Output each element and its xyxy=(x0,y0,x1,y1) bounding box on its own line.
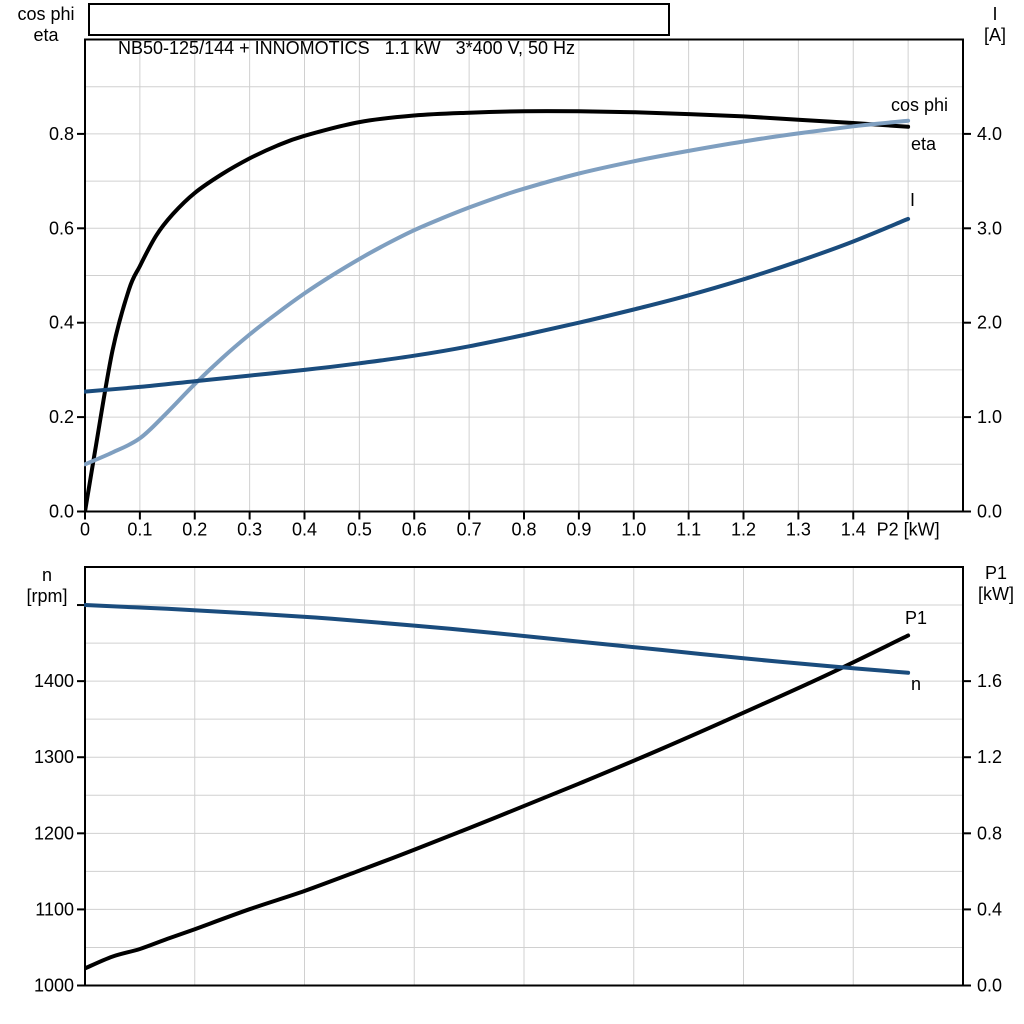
y-left-tick-label: 1100 xyxy=(35,899,74,919)
series-P1 xyxy=(84,633,911,971)
series-label-I: I xyxy=(910,190,915,210)
series-label-eta: eta xyxy=(911,134,937,154)
axis-title-line: P1 xyxy=(984,563,1008,583)
y-left-tick-label: 0.2 xyxy=(49,407,74,427)
x-tick-label: 0.8 xyxy=(511,520,536,540)
y-left-tick-label: 0.0 xyxy=(49,502,74,522)
axis-title-line: eta xyxy=(33,25,59,45)
axis-title-line: [rpm] xyxy=(26,586,68,606)
y-right-tick-label: 0.4 xyxy=(977,899,1002,919)
x-tick-label: 1.4 xyxy=(841,520,866,540)
y-right-tick-label: 0.0 xyxy=(977,976,1002,996)
y-left-tick-label: 1200 xyxy=(34,823,74,843)
series-cos-phi xyxy=(84,118,911,467)
series-label-n: n xyxy=(911,674,921,694)
x-tick-label: 0.3 xyxy=(237,520,262,540)
bottom-left-axis-title: n [rpm] xyxy=(9,565,85,607)
series-curves xyxy=(84,603,911,971)
x-tick-label: 0.4 xyxy=(292,520,317,540)
y-right-tick-label: 1.2 xyxy=(977,747,1002,767)
tick-labels: 1000 1100 1200 1300 1400 0.0 0.4 0.8 1.2 1.6 xyxy=(34,671,1002,995)
axis-title-line: n xyxy=(41,565,52,585)
x-tick-label: 0.7 xyxy=(457,520,482,540)
electrical-chart: 0 0.1 0.2 0.3 0.4 0.5 0.6 0.7 0.8 0.9 1.0 1.1 1.2 1.3… xyxy=(49,38,1002,540)
y-right-tick-label: 0.0 xyxy=(977,502,1002,522)
axis-title-line: cos phi xyxy=(17,4,75,24)
x-tick-label: 0.2 xyxy=(182,520,207,540)
chart-title: NB50-125/144 + INNOMOTICS 1.1 kW 3*400 V… xyxy=(118,38,576,58)
top-left-axis-title: cos phi eta xyxy=(8,4,84,46)
x-tick-label: 0.9 xyxy=(566,520,591,540)
y-left-tick-label: 1300 xyxy=(34,747,74,767)
y-right-tick-label: 1.6 xyxy=(977,671,1002,691)
y-right-tick-label: 3.0 xyxy=(977,218,1002,238)
axis-ticks xyxy=(77,604,971,987)
y-left-tick-label: 0.6 xyxy=(49,218,74,238)
top-right-axis-title: I [A] xyxy=(957,4,1024,46)
x-tick-label: 0.5 xyxy=(347,520,372,540)
x-tick-label: 1.0 xyxy=(621,520,646,540)
y-right-tick-label: 2.0 xyxy=(977,313,1002,333)
y-right-tick-label: 0.8 xyxy=(977,823,1002,843)
chart-title-box: NB50-125/144 + INNOMOTICS 1.1 kW 3*400 V… xyxy=(88,3,670,58)
x-tick-label: 0.6 xyxy=(402,520,427,540)
x-tick-label: 1.2 xyxy=(731,520,756,540)
series-curves xyxy=(84,109,911,513)
bottom-right-axis-title: P1 [kW] xyxy=(958,563,1024,605)
x-tick-label: 0 xyxy=(80,520,90,540)
mechanical-chart: 1000 1100 1200 1300 1400 0.0 0.4 0.8 1.2 1.6 P1 n xyxy=(34,566,1002,996)
axis-title-line: I xyxy=(992,4,998,24)
x-tick-label: 1.1 xyxy=(676,520,701,540)
y-left-tick-label: 0.8 xyxy=(49,124,74,144)
x-tick-label: 0.1 xyxy=(127,520,152,540)
series-label-cos-phi: cos phi xyxy=(891,95,948,115)
plot-frame xyxy=(84,566,964,987)
y-right-tick-label: 4.0 xyxy=(977,124,1002,144)
y-left-tick-label: 1000 xyxy=(34,976,74,996)
x-tick-label: 1.3 xyxy=(786,520,811,540)
series-n xyxy=(84,603,911,675)
series-I xyxy=(84,216,911,394)
series-label-P1: P1 xyxy=(905,608,927,628)
axis-ticks xyxy=(77,132,971,520)
series-eta xyxy=(84,109,911,513)
axis-title-line: [kW] xyxy=(978,584,1014,604)
y-left-tick-label: 0.4 xyxy=(49,313,74,333)
axis-title-line: [A] xyxy=(983,25,1006,45)
x-axis-unit: P2 [kW] xyxy=(877,520,940,540)
y-left-tick-label: 1400 xyxy=(34,671,74,691)
tick-labels: 0 0.1 0.2 0.3 0.4 0.5 0.6 0.7 0.8 0.9 1.0 1.1 1.2 1.3… xyxy=(49,124,1002,540)
y-right-tick-label: 1.0 xyxy=(977,407,1002,427)
